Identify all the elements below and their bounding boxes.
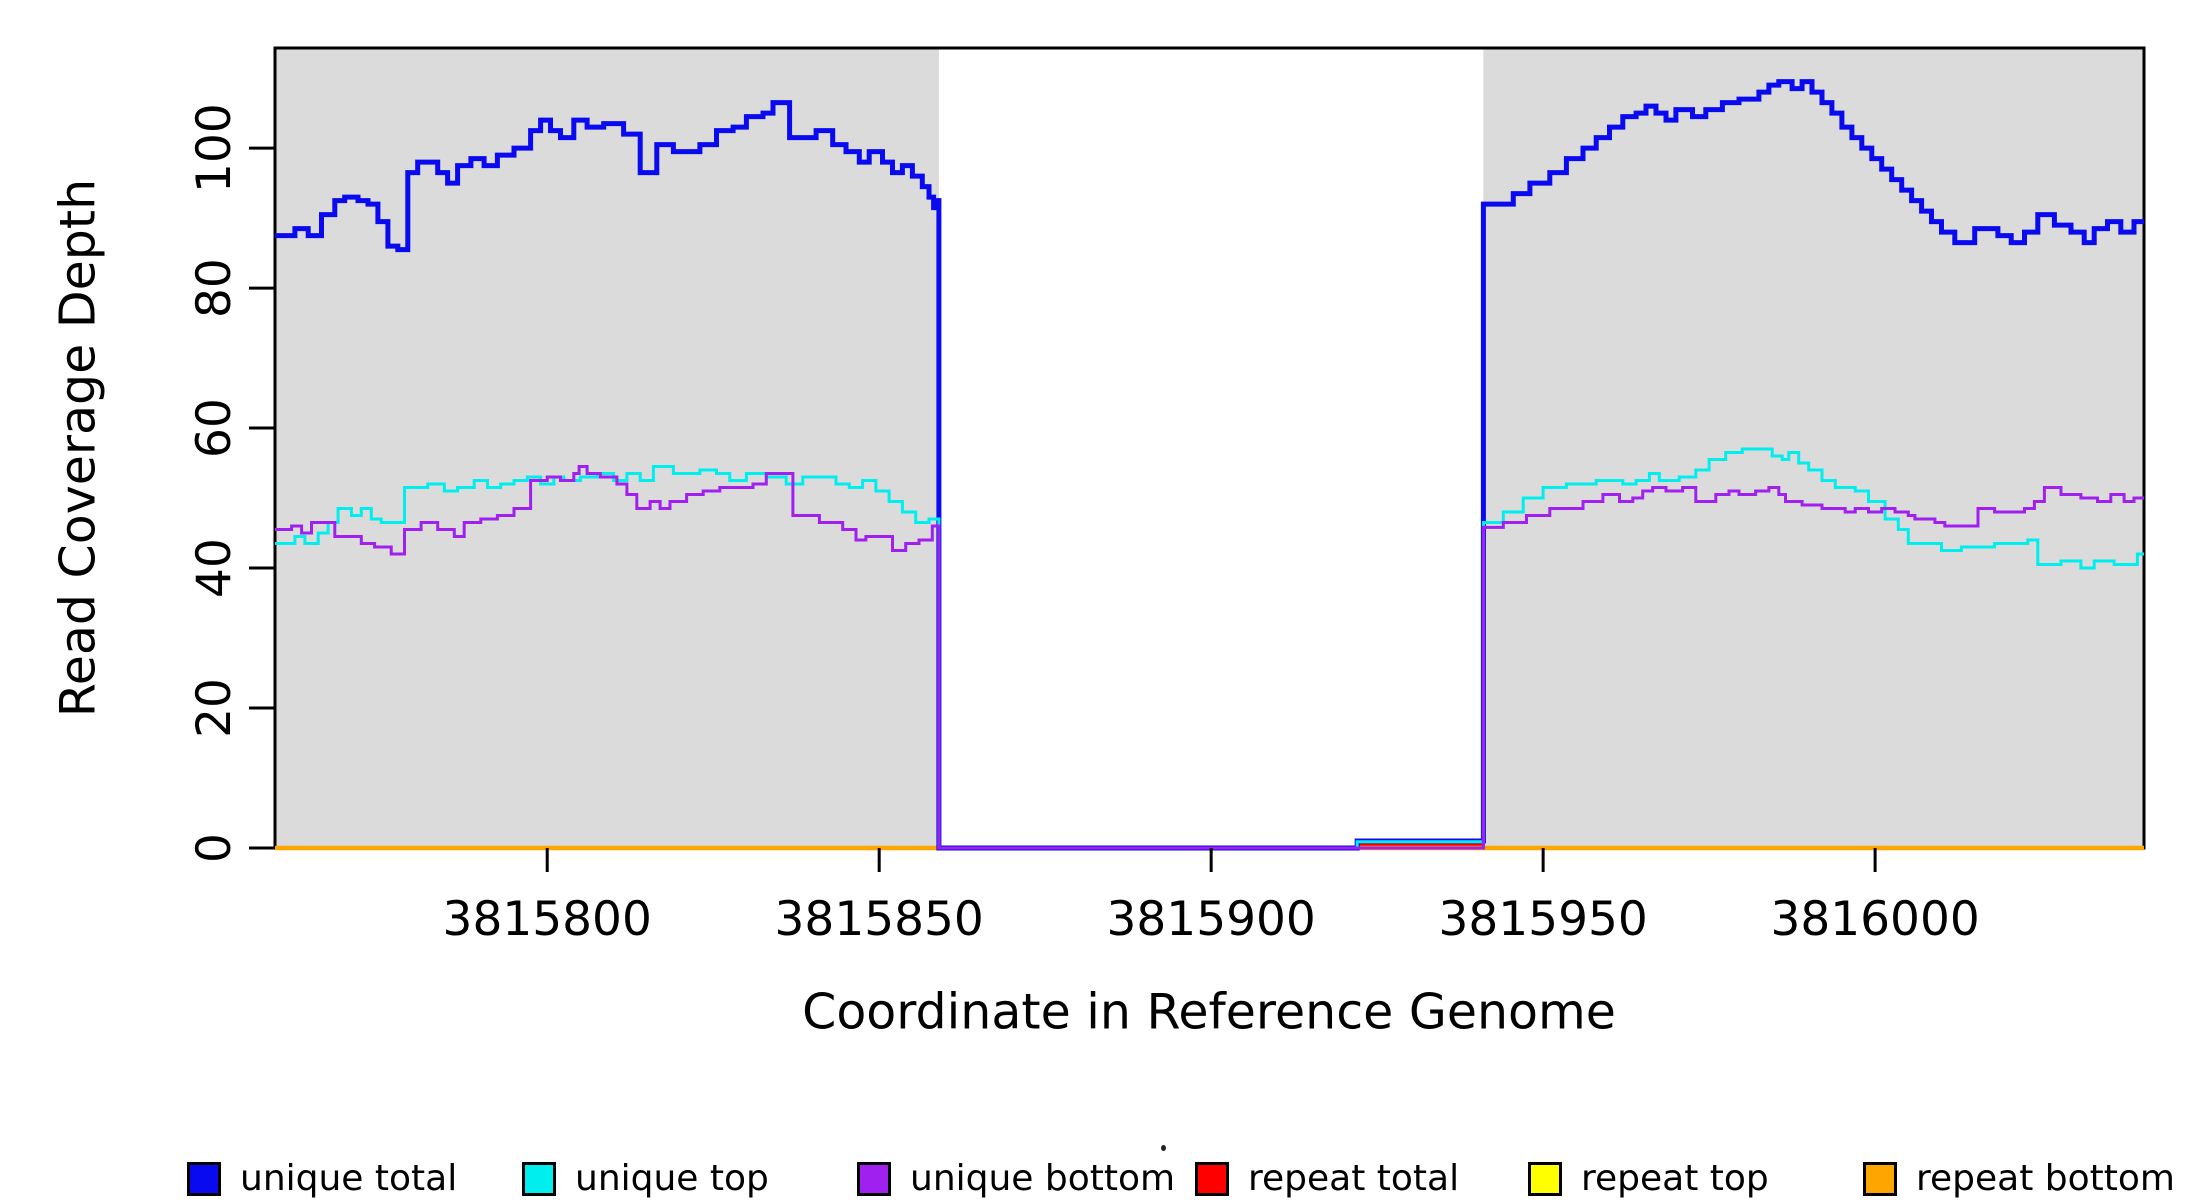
legend-label: unique total	[240, 1158, 458, 1199]
axes-ticks-layer: 3815800 3815850 3815900 3815950 3816000 0 20 40…	[187, 103, 1980, 947]
y-tick-label: 40	[187, 538, 242, 598]
legend-label: repeat total	[1248, 1158, 1460, 1199]
y-tick-label: 60	[187, 398, 242, 458]
y-tick-label: 80	[187, 258, 242, 318]
series-line-unique-top	[275, 447, 2144, 850]
x-tick-label: 3816000	[1770, 892, 1979, 947]
legend-label: repeat top	[1581, 1158, 1769, 1199]
covered-region	[1483, 48, 2144, 848]
series-line-unique-bottom	[275, 465, 2144, 850]
legend-item-unique-top: unique top	[522, 1158, 769, 1199]
repeat-top-swatch-icon	[1528, 1161, 1562, 1196]
unique-total-swatch-icon	[187, 1161, 221, 1196]
x-axis-title: Coordinate in Reference Genome	[802, 983, 1616, 1041]
legend-item-repeat-top: repeat top	[1528, 1158, 1769, 1199]
legend-item-repeat-total: repeat total	[1195, 1158, 1459, 1199]
x-tick-label: 3815850	[775, 892, 984, 947]
y-tick-label: 0	[187, 833, 242, 863]
x-tick-label: 3815800	[443, 892, 652, 947]
legend-label: unique top	[575, 1158, 769, 1199]
y-tick-label: 100	[187, 103, 242, 193]
legend-item-unique-bottom: unique bottom	[857, 1158, 1175, 1199]
y-axis-title: Read Coverage Depth	[49, 178, 107, 718]
x-tick-label: 3815950	[1438, 892, 1647, 947]
repeat-bottom-swatch-icon	[1863, 1161, 1897, 1196]
covered-region	[275, 48, 939, 848]
stray-mark-dot	[1161, 1145, 1166, 1151]
legend-item-unique-total: unique total	[187, 1158, 457, 1199]
x-tick-label: 3815900	[1106, 892, 1315, 947]
repeat-total-swatch-icon	[1195, 1161, 1229, 1196]
y-tick-label: 20	[187, 678, 242, 738]
legend-label: repeat bottom	[1916, 1158, 2175, 1199]
series-lines-layer	[275, 79, 2144, 851]
legend-item-repeat-bottom: repeat bottom	[1863, 1158, 2175, 1199]
unique-bottom-swatch-icon	[857, 1161, 891, 1196]
unique-top-swatch-icon	[522, 1161, 556, 1196]
covered-regions-layer	[275, 48, 2144, 848]
legend-label: unique bottom	[910, 1158, 1176, 1199]
